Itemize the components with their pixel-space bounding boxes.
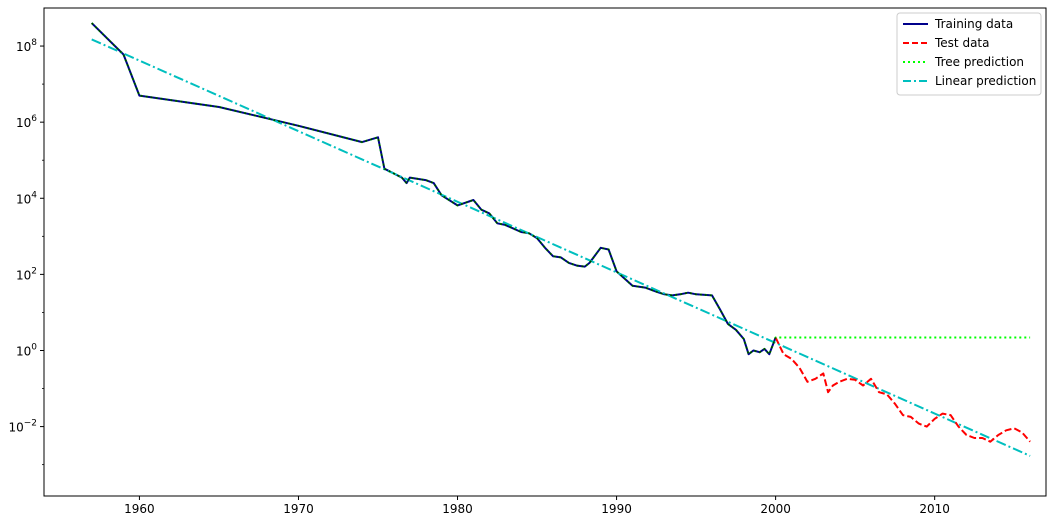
tree-overlay-line — [91, 22, 777, 356]
y-tick-label-5: 108 — [16, 38, 37, 54]
x-tick-label-1990: 1990 — [601, 502, 632, 516]
y-tick-label-1: 100 — [16, 342, 37, 358]
legend-label-tree-prediction: Tree prediction — [934, 55, 1024, 69]
y-tick-label-4: 106 — [16, 114, 37, 130]
series-layer — [90, 22, 1031, 457]
x-tick-label-2010: 2010 — [919, 502, 950, 516]
series-line-linear-prediction — [91, 38, 1031, 457]
x-tick-label-1960: 1960 — [124, 502, 155, 516]
x-tick-label-1970: 1970 — [283, 502, 314, 516]
plot-frame — [43, 7, 1047, 497]
x-tick-label-1980: 1980 — [442, 502, 473, 516]
y-tick-label-0: 10−2 — [8, 419, 37, 435]
series-line-training-data — [90, 22, 777, 356]
y-tick-label-2: 102 — [16, 266, 37, 282]
legend-label-training-data: Training data — [934, 17, 1013, 31]
x-axis: 1960 1970 1980 1990 2000 2010 — [124, 496, 950, 516]
legend-label-test-data: Test data — [934, 36, 989, 50]
legend-label-linear-prediction: Linear prediction — [935, 74, 1036, 88]
legend-box — [896, 12, 1042, 96]
series-line-tree-prediction — [90, 22, 1031, 356]
legend: Training data Test data Tree prediction Lin… — [896, 12, 1042, 96]
series-line-test-data — [774, 337, 1031, 443]
y-axis: 10−2 100 102 104 106 108 — [8, 38, 44, 466]
x-tick-label-2000: 2000 — [760, 502, 791, 516]
y-tick-label-3: 104 — [16, 190, 37, 206]
